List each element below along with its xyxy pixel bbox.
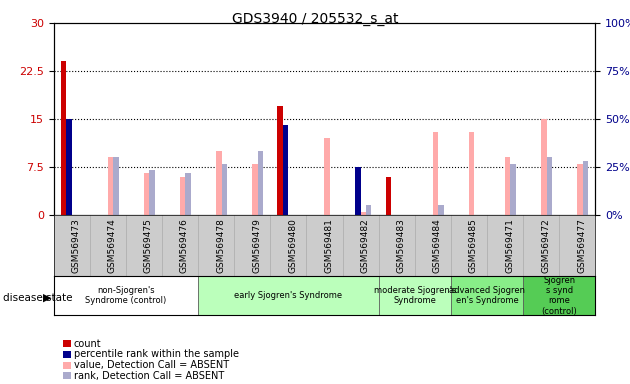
Bar (198, 276, 379, 315)
Bar (469, 132, 474, 215)
Bar (258, 151, 263, 215)
Bar (216, 151, 222, 215)
Text: GSM569477: GSM569477 (577, 218, 587, 273)
Bar (379, 276, 451, 315)
Text: GSM569472: GSM569472 (541, 218, 550, 273)
Text: GSM569473: GSM569473 (72, 218, 81, 273)
Text: GSM569471: GSM569471 (505, 218, 514, 273)
Bar (277, 106, 283, 215)
Text: GSM569485: GSM569485 (469, 218, 478, 273)
Text: GSM569482: GSM569482 (360, 218, 370, 273)
Text: early Sjogren's Syndrome: early Sjogren's Syndrome (234, 291, 342, 300)
Text: non-Sjogren's
Syndrome (control): non-Sjogren's Syndrome (control) (85, 286, 166, 305)
Text: value, Detection Call = ABSENT: value, Detection Call = ABSENT (74, 360, 229, 370)
Bar (283, 126, 289, 215)
Bar (324, 138, 330, 215)
Bar (386, 177, 391, 215)
Bar (510, 164, 516, 215)
Bar (577, 164, 583, 215)
Text: percentile rank within the sample: percentile rank within the sample (74, 349, 239, 359)
Bar (360, 212, 366, 215)
Text: GSM569474: GSM569474 (108, 218, 117, 273)
Text: ▶: ▶ (43, 293, 52, 303)
Bar (252, 164, 258, 215)
Text: GSM569481: GSM569481 (324, 218, 333, 273)
Bar (54, 276, 198, 315)
Text: advanced Sjogren
en's Syndrome: advanced Sjogren en's Syndrome (449, 286, 525, 305)
Text: GSM569484: GSM569484 (433, 218, 442, 273)
Bar (523, 276, 595, 315)
Bar (438, 205, 444, 215)
Bar (355, 167, 360, 215)
Bar (505, 157, 510, 215)
Bar (149, 170, 155, 215)
Text: GSM569475: GSM569475 (144, 218, 153, 273)
Bar (66, 119, 72, 215)
Bar (180, 177, 185, 215)
Text: Sjogren
s synd
rome
(control): Sjogren s synd rome (control) (541, 276, 577, 316)
Bar (144, 174, 149, 215)
Text: GSM569483: GSM569483 (397, 218, 406, 273)
Bar (366, 205, 372, 215)
Text: GDS3940 / 205532_s_at: GDS3940 / 205532_s_at (232, 12, 398, 25)
Bar (547, 157, 552, 215)
Bar (108, 157, 113, 215)
Text: moderate Sjogren's
Syndrome: moderate Sjogren's Syndrome (374, 286, 456, 305)
Text: GSM569478: GSM569478 (216, 218, 225, 273)
Bar (433, 132, 438, 215)
Bar (583, 161, 588, 215)
Bar (541, 119, 547, 215)
Text: GSM569476: GSM569476 (180, 218, 189, 273)
Bar (113, 157, 118, 215)
Text: GSM569479: GSM569479 (252, 218, 261, 273)
Text: rank, Detection Call = ABSENT: rank, Detection Call = ABSENT (74, 371, 224, 381)
Text: disease state: disease state (3, 293, 72, 303)
Bar (222, 164, 227, 215)
Bar (185, 174, 191, 215)
Text: GSM569480: GSM569480 (289, 218, 297, 273)
Bar (60, 61, 66, 215)
Bar (451, 276, 523, 315)
Text: count: count (74, 339, 101, 349)
